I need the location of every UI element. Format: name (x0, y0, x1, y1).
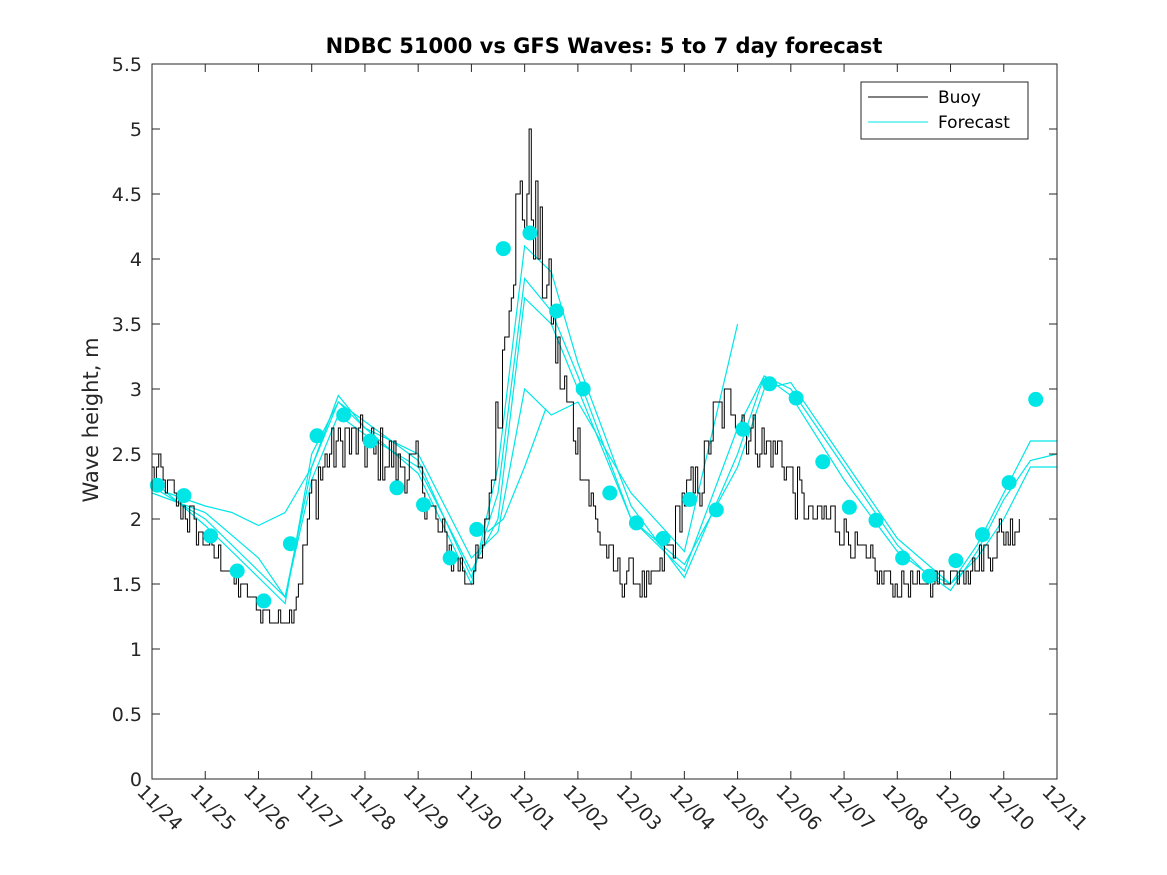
forecast-marker (762, 376, 778, 392)
forecast-marker (575, 381, 591, 397)
y-tick-label: 5 (130, 119, 142, 141)
forecast-line (487, 408, 547, 533)
forecast-marker (309, 428, 325, 444)
x-tick-label: 11/25 (186, 781, 240, 835)
forecast-marker (602, 485, 618, 501)
y-tick-label: 4 (130, 249, 142, 271)
forecast-marker (282, 536, 298, 552)
y-tick-label: 5.5 (112, 54, 142, 76)
x-tick-label: 12/11 (1037, 781, 1091, 835)
forecast-marker (256, 593, 272, 609)
forecast-marker (362, 433, 378, 449)
forecast-marker (549, 303, 565, 319)
x-tick-label: 12/09 (931, 781, 985, 835)
forecast-marker (176, 488, 192, 504)
y-tick-label: 2 (130, 509, 142, 531)
buoy-line (152, 128, 1020, 624)
x-tick-label: 11/24 (132, 781, 186, 835)
forecast-marker (895, 550, 911, 566)
x-tick-label: 12/02 (558, 781, 612, 835)
y-tick-label: 1.5 (112, 574, 142, 596)
forecast-marker (628, 515, 644, 531)
y-tick-label: 3 (130, 379, 142, 401)
forecast-marker (1028, 391, 1044, 407)
x-tick-label: 11/26 (239, 781, 293, 835)
forecast-marker (788, 390, 804, 406)
x-tick-label: 12/08 (878, 781, 932, 835)
forecast-marker (229, 563, 245, 579)
forecast-marker (336, 407, 352, 423)
x-tick-label: 12/06 (771, 781, 825, 835)
forecast-marker (469, 521, 485, 537)
forecast-marker (921, 568, 937, 584)
axes-box (151, 63, 1058, 780)
forecast-marker (655, 531, 671, 546)
x-tick-label: 12/05 (718, 781, 772, 835)
plot-area (152, 64, 1057, 779)
y-tick-label: 0.5 (112, 704, 142, 726)
forecast-marker (735, 421, 751, 437)
forecast-marker (841, 499, 857, 515)
x-tick-label: 12/01 (505, 781, 559, 835)
y-tick-label: 3.5 (112, 314, 142, 336)
x-tick-label: 11/27 (292, 781, 346, 835)
y-tick-label: 0 (130, 769, 142, 791)
forecast-marker (442, 550, 458, 566)
legend-forecast-label: Forecast (938, 113, 1010, 133)
x-tick-label: 12/03 (612, 781, 666, 835)
forecast-marker (708, 502, 724, 518)
legend: Buoy Forecast (860, 81, 1029, 140)
forecast-marker (974, 527, 990, 543)
y-tick-label: 1 (130, 639, 142, 661)
forecast-marker (149, 477, 165, 493)
forecast-marker (815, 454, 831, 470)
x-tick-label: 12/04 (665, 781, 719, 835)
y-axis-label: Wave height, m (79, 337, 103, 502)
legend-buoy-label: Buoy (938, 88, 981, 108)
y-axis-ticks: 0 0.5 1 1.5 2 2.5 3 3.5 4 4.5 5 5.5 (112, 54, 1057, 791)
forecast-marker (1001, 475, 1017, 491)
forecast-marker (495, 241, 511, 257)
marker-layer (149, 225, 1044, 609)
x-tick-label: 11/30 (452, 781, 506, 835)
x-tick-label: 12/07 (825, 781, 879, 835)
forecast-marker (682, 492, 698, 507)
legend-box (860, 81, 1029, 140)
forecast-marker (868, 512, 884, 528)
x-tick-label: 11/29 (399, 781, 453, 835)
forecast-marker (948, 553, 964, 569)
forecast-marker (203, 528, 219, 544)
x-tick-label: 11/28 (345, 781, 399, 835)
x-tick-label: 12/10 (984, 781, 1038, 835)
forecast-marker (522, 225, 538, 241)
chart-title: NDBC 51000 vs GFS Waves: 5 to 7 day fore… (326, 34, 883, 58)
y-tick-label: 4.5 (112, 184, 142, 206)
forecast-marker (389, 480, 405, 496)
forecast-marker (416, 497, 431, 513)
y-tick-label: 2.5 (112, 444, 142, 466)
